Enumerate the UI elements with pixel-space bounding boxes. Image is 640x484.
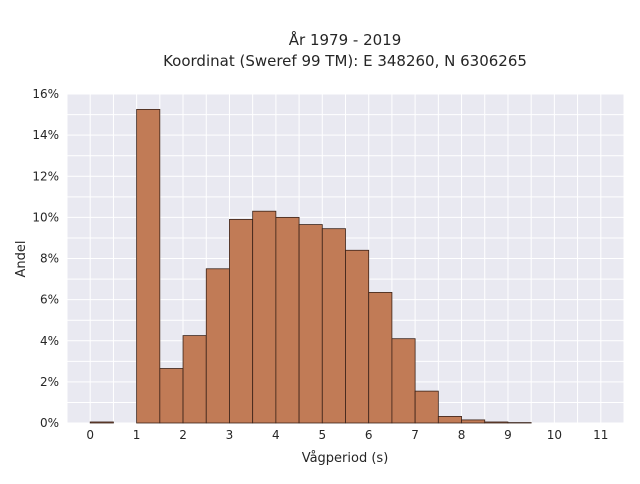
x-tick-label: 6 bbox=[365, 428, 373, 442]
y-tick-label: 0% bbox=[40, 416, 59, 430]
histogram-bar bbox=[160, 369, 183, 423]
y-tick-labels: 0% 2% 4% 6% 8% 10% 12% 14% 16% bbox=[32, 87, 59, 430]
x-tick-label: 3 bbox=[226, 428, 234, 442]
histogram-bar bbox=[183, 336, 206, 423]
y-tick-label: 16% bbox=[32, 87, 59, 101]
histogram-bar bbox=[415, 391, 438, 423]
histogram-bar bbox=[276, 217, 299, 423]
y-tick-label: 8% bbox=[40, 252, 59, 266]
x-tick-labels: 0 1 2 3 4 5 6 7 8 9 10 11 bbox=[86, 428, 608, 442]
x-tick-label: 2 bbox=[179, 428, 187, 442]
y-tick-label: 10% bbox=[32, 210, 59, 224]
histogram-bar bbox=[137, 109, 160, 423]
histogram-bar bbox=[206, 269, 229, 423]
y-tick-label: 14% bbox=[32, 128, 59, 142]
x-tick-label: 7 bbox=[411, 428, 419, 442]
histogram-bar bbox=[392, 339, 415, 423]
y-tick-label: 2% bbox=[40, 375, 59, 389]
histogram-bar bbox=[229, 219, 252, 423]
histogram-bar bbox=[90, 422, 113, 423]
histogram-bar bbox=[322, 229, 345, 423]
x-tick-label: 5 bbox=[318, 428, 326, 442]
histogram-bar bbox=[485, 422, 508, 423]
y-tick-label: 12% bbox=[32, 169, 59, 183]
x-tick-label: 10 bbox=[547, 428, 562, 442]
chart-title-line1: År 1979 - 2019 bbox=[289, 30, 402, 49]
x-tick-label: 9 bbox=[504, 428, 512, 442]
x-tick-label: 8 bbox=[458, 428, 466, 442]
histogram-bar bbox=[462, 420, 485, 423]
y-tick-label: 6% bbox=[40, 293, 59, 307]
x-tick-label: 1 bbox=[133, 428, 141, 442]
histogram-bar bbox=[438, 416, 461, 423]
y-tick-label: 4% bbox=[40, 334, 59, 348]
x-tick-label: 11 bbox=[593, 428, 608, 442]
histogram-bar bbox=[299, 225, 322, 423]
x-tick-label: 4 bbox=[272, 428, 280, 442]
y-axis-label: Andel bbox=[14, 241, 29, 278]
x-axis-label: Vågperiod (s) bbox=[302, 451, 389, 466]
histogram-bar bbox=[346, 250, 369, 423]
histogram-bar bbox=[253, 211, 276, 423]
chart-title-line2: Koordinat (Sweref 99 TM): E 348260, N 63… bbox=[163, 52, 527, 70]
x-tick-label: 0 bbox=[86, 428, 94, 442]
histogram-bar bbox=[369, 292, 392, 423]
